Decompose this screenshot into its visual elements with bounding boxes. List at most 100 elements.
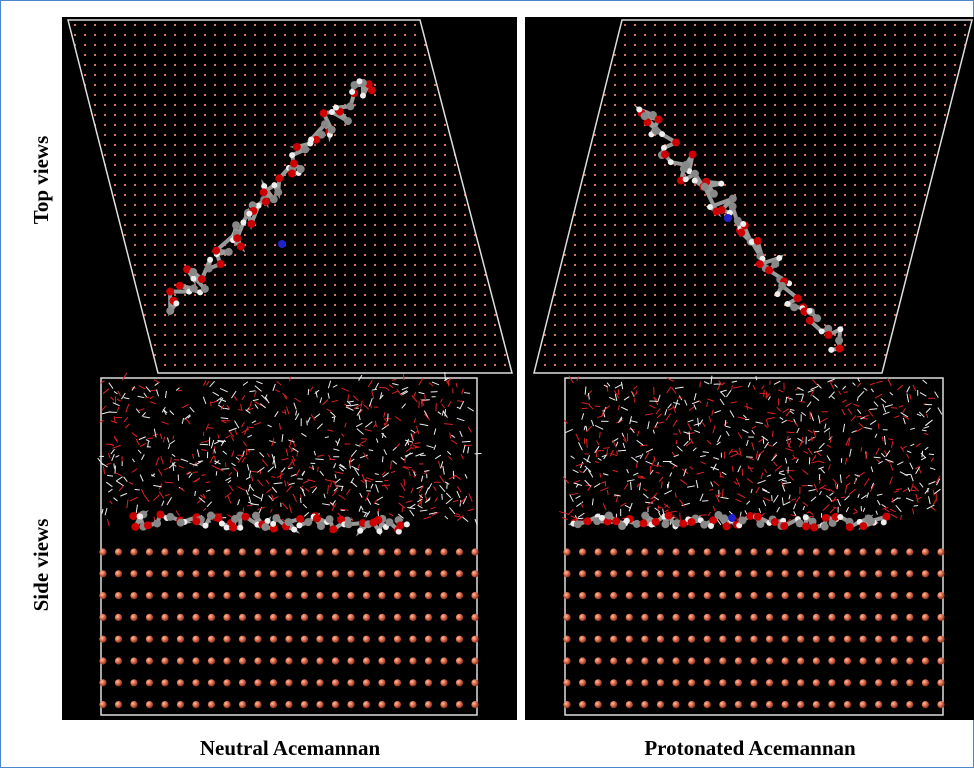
copper-atom [641,614,648,621]
atom [729,195,737,203]
atom [640,519,648,527]
copper-atom [456,592,463,599]
copper-atom [99,570,106,577]
atom [692,178,698,184]
water [382,485,390,486]
atom [828,347,834,353]
water [221,469,229,470]
water [861,447,862,451]
copper-atom [688,657,695,664]
atom [270,195,278,203]
atom [822,514,830,522]
copper-atom [208,548,215,555]
atom [652,518,660,526]
copper-atom [456,570,463,577]
atom [313,514,321,522]
copper-atom [563,592,570,599]
water [678,398,682,399]
water [334,417,335,422]
copper-atom [270,701,277,708]
water [600,432,601,438]
atom [636,106,642,112]
copper-atom [99,679,106,686]
water [208,428,213,429]
copper-atom [347,657,354,664]
copper-atom [146,548,153,555]
copper-atom [394,701,401,708]
copper-atom [425,657,432,664]
copper-atom [922,679,929,686]
copper-atom [579,679,586,686]
copper-atom [579,548,586,555]
copper-atom [471,679,478,686]
copper-atom [316,679,323,686]
copper-atom [891,679,898,686]
atom [859,522,867,530]
water [346,405,351,406]
water [165,482,174,483]
atom [237,525,243,531]
atom [668,159,674,165]
atom [746,512,754,520]
copper-atom [672,679,679,686]
copper-atom [347,679,354,686]
copper-atom [782,570,789,577]
atom [718,206,726,214]
column-label: Neutral Acemannan [200,736,381,760]
copper-atom [766,701,773,708]
atom [203,523,209,529]
copper-atom [363,701,370,708]
copper-atom [161,636,168,643]
copper-atom [130,548,137,555]
copper-atom [641,657,648,664]
copper-atom [875,701,882,708]
atom [173,300,179,306]
copper-atom [394,636,401,643]
atom [304,518,312,526]
copper-atom [409,701,416,708]
atom [272,514,280,522]
copper-atom [409,679,416,686]
water [587,439,588,448]
copper-atom [610,679,617,686]
copper-atom [425,592,432,599]
atom [317,522,325,530]
atom [689,150,697,158]
copper-atom [456,548,463,555]
atom [357,528,363,534]
copper-atom [347,548,354,555]
copper-atom [735,657,742,664]
atom [296,522,302,528]
atom [655,115,663,123]
copper-atom [394,570,401,577]
atom [205,264,213,272]
copper-atom [922,592,929,599]
copper-atom [828,548,835,555]
copper-atom [285,679,292,686]
copper-atom [409,614,416,621]
copper-atom [161,657,168,664]
copper-atom [891,657,898,664]
water [725,420,726,426]
atom [301,145,309,153]
atom [207,257,213,263]
water [891,408,897,409]
water [702,501,708,502]
copper-atom [394,548,401,555]
atom [708,523,714,529]
copper-atom [285,636,292,643]
copper-atom [161,701,168,708]
copper-atom [208,592,215,599]
copper-atom [657,570,664,577]
copper-atom [688,548,695,555]
water [689,432,690,441]
copper-atom [750,701,757,708]
copper-atom [782,636,789,643]
atom [246,211,252,217]
copper-atom [782,614,789,621]
copper-atom [750,636,757,643]
water [211,401,212,406]
copper-atom [409,636,416,643]
atom [190,285,198,293]
atom [229,524,237,532]
